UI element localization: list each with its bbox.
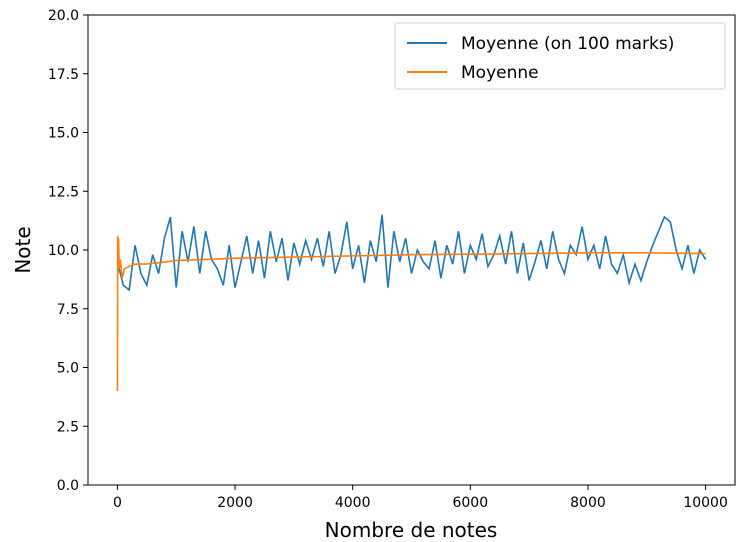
x-tick-label: 4000: [335, 495, 371, 511]
x-tick-label: 6000: [452, 495, 488, 511]
y-tick-label: 15.0: [48, 126, 79, 142]
legend-label: Moyenne (on 100 marks): [461, 34, 674, 54]
legend-label: Moyenne: [461, 63, 539, 83]
y-tick-label: 2.5: [57, 419, 79, 435]
x-tick-label: 2000: [217, 495, 253, 511]
y-tick-label: 5.0: [57, 361, 79, 377]
series-line: [116, 214, 707, 292]
legend-box: [394, 22, 726, 90]
y-tick-label: 0.0: [57, 478, 79, 494]
y-tick-label: 7.5: [57, 302, 79, 318]
y-tick-label: 12.5: [48, 184, 79, 200]
x-tick-label: 10000: [683, 495, 728, 511]
y-tick-label: 20.0: [48, 8, 79, 24]
y-tick-label: 17.5: [48, 67, 79, 83]
y-axis-label: Note: [11, 226, 35, 273]
x-axis-label: Nombre de notes: [325, 518, 498, 542]
y-tick-label: 10.0: [48, 243, 79, 259]
plot-frame: [87, 14, 736, 486]
x-tick-label: 8000: [570, 495, 606, 511]
x-tick-label: 0: [113, 495, 122, 511]
series-line: [116, 235, 706, 392]
